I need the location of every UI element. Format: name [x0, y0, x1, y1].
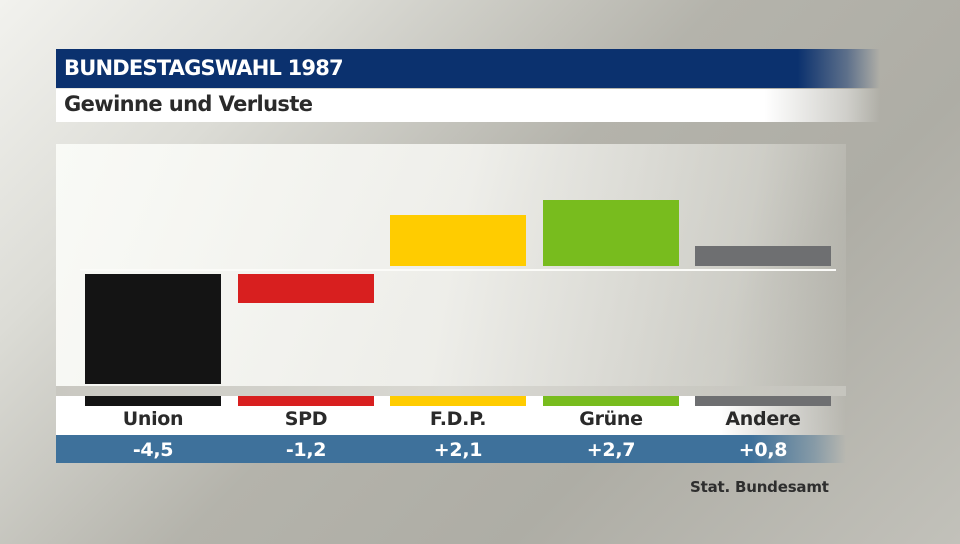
value-label-fdp: +2,1 [433, 439, 483, 461]
bar-gruene [543, 199, 679, 266]
separator-band [56, 386, 846, 396]
bar-fdp [390, 214, 526, 266]
color-strip-union [85, 396, 221, 406]
bar-andere [695, 246, 831, 266]
color-strip-fdp [390, 396, 526, 406]
category-label-union: Union [122, 408, 184, 430]
category-label-spd: SPD [284, 408, 328, 430]
source-credit: Stat. Bundesamt [690, 478, 829, 496]
value-label-andere: +0,8 [738, 439, 788, 461]
chart-subtitle: Gewinne und Verluste [64, 92, 313, 116]
value-label-gruene: +2,7 [586, 439, 636, 461]
color-strip-spd [238, 396, 374, 406]
subtitle-band: Gewinne und Verluste [56, 89, 880, 122]
category-label-andere: Andere [725, 408, 801, 430]
bar-spd [238, 274, 374, 304]
zero-baseline [80, 269, 836, 271]
color-strip-gruene [543, 396, 679, 406]
value-label-union: -4,5 [132, 439, 174, 461]
value-label-spd: -1,2 [285, 439, 327, 461]
category-label-fdp: F.D.P. [429, 408, 487, 430]
color-strip-andere [695, 396, 831, 406]
category-label-gruene: Grüne [579, 408, 643, 430]
chart-title: BUNDESTAGSWAHL 1987 [64, 56, 344, 80]
value-label-panel [56, 435, 846, 463]
bar-union [85, 274, 221, 385]
title-band: BUNDESTAGSWAHL 1987 [56, 49, 880, 88]
